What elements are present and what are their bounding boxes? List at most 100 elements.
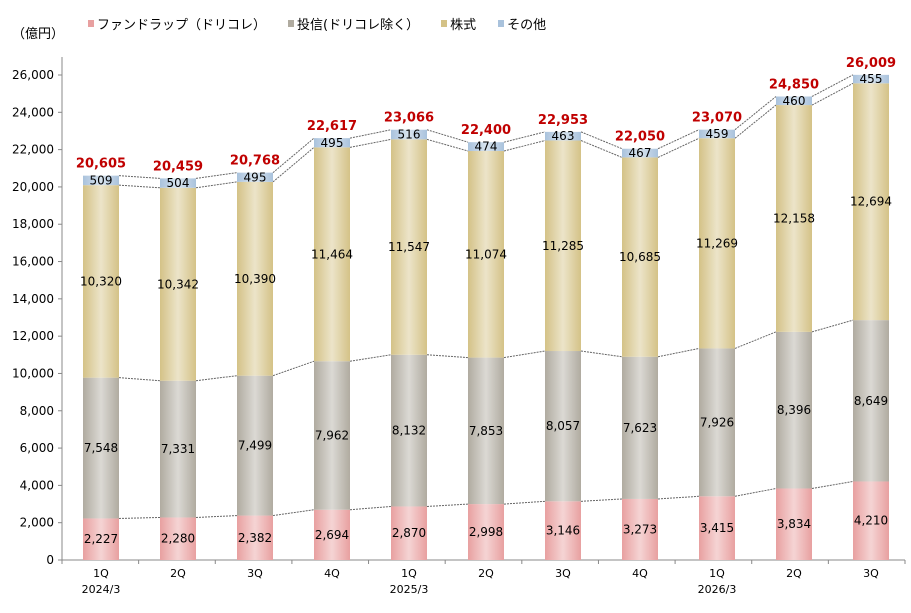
bar-segment xyxy=(545,351,581,502)
connector-line xyxy=(734,96,777,131)
connector-line xyxy=(118,184,161,189)
y-tick-label: 10,000 xyxy=(12,366,54,380)
y-tick-label: 6,000 xyxy=(20,441,54,455)
legend-label: ファンドラップ（ドリコレ） xyxy=(97,18,267,33)
legend: ファンドラップ（ドリコレ） 投信(ドリコレ除く） 株式 その他 xyxy=(88,14,546,33)
data-label: 2,382 xyxy=(238,531,272,545)
x-tick-label: 1Q xyxy=(401,567,417,580)
data-label: 7,331 xyxy=(161,442,195,456)
data-label: 4,210 xyxy=(854,514,888,528)
connector-line xyxy=(503,131,546,143)
bar-segment xyxy=(314,509,350,560)
connector-line xyxy=(426,138,469,152)
data-label: 8,649 xyxy=(854,394,888,408)
data-label: 7,926 xyxy=(700,415,734,429)
bar-segment xyxy=(160,178,196,188)
data-label: 2,694 xyxy=(315,528,349,542)
x-tick-label: 2Q xyxy=(170,567,186,580)
connector-line xyxy=(272,360,315,377)
x-tick-label: 3Q xyxy=(555,567,571,580)
connector-line xyxy=(580,140,623,158)
connector-line xyxy=(503,350,546,359)
connector-line xyxy=(811,74,854,97)
data-label: 7,548 xyxy=(84,441,118,455)
bar-segment xyxy=(314,138,350,148)
data-label: 10,685 xyxy=(619,250,661,264)
data-label: 7,853 xyxy=(469,424,503,438)
total-label: 23,070 xyxy=(692,111,742,126)
bar-segment xyxy=(853,83,889,321)
bar-segment xyxy=(545,501,581,560)
connector-line xyxy=(118,377,161,382)
bar-segment xyxy=(237,515,273,560)
data-label: 467 xyxy=(629,146,652,160)
data-label: 7,623 xyxy=(623,421,657,435)
legend-swatch xyxy=(288,20,295,27)
total-label: 24,850 xyxy=(769,77,819,92)
data-label: 495 xyxy=(321,136,344,150)
y-tick-label: 0 xyxy=(46,553,54,567)
data-label: 8,396 xyxy=(777,403,811,417)
bar-segment xyxy=(776,488,812,560)
connector-line xyxy=(503,140,546,152)
connector-line xyxy=(811,82,854,106)
data-label: 10,342 xyxy=(157,277,199,291)
total-label: 22,400 xyxy=(461,123,511,138)
data-label: 11,269 xyxy=(696,236,738,250)
data-label: 455 xyxy=(860,72,883,86)
connector-line xyxy=(272,509,315,517)
bar-segment xyxy=(391,506,427,560)
bar-segment xyxy=(83,518,119,560)
bar-segment xyxy=(622,148,658,158)
legend-label: その他 xyxy=(507,18,547,33)
total-label: 22,050 xyxy=(615,130,665,145)
bar-segment xyxy=(314,361,350,510)
bar-segment xyxy=(622,157,658,357)
y-tick-label: 22,000 xyxy=(12,143,54,157)
connector-line xyxy=(734,331,777,349)
connector-line xyxy=(426,129,469,143)
legend-item: その他 xyxy=(498,14,546,33)
bar-segment xyxy=(468,151,504,358)
connector-line xyxy=(426,503,469,507)
bar-segment xyxy=(699,138,735,349)
connector-line xyxy=(349,354,392,362)
data-label: 459 xyxy=(706,127,729,141)
bar-segment xyxy=(160,380,196,518)
total-label: 26,009 xyxy=(846,56,896,71)
bar-segment xyxy=(83,185,119,378)
connector-line xyxy=(503,500,546,505)
legend-label: 株式 xyxy=(450,18,477,33)
data-label: 7,499 xyxy=(238,439,272,453)
bar-segment xyxy=(391,129,427,140)
bar-segment xyxy=(237,375,273,516)
total-label: 22,617 xyxy=(307,119,357,134)
bar-segment xyxy=(545,140,581,352)
connector-line xyxy=(580,498,623,502)
bar-segment xyxy=(237,172,273,182)
bar-segment xyxy=(391,354,427,507)
data-label: 10,320 xyxy=(80,274,122,288)
connector-line xyxy=(580,131,623,150)
connector-line xyxy=(118,175,161,179)
data-label: 11,464 xyxy=(311,247,353,261)
bar-segment xyxy=(776,331,812,489)
data-label: 504 xyxy=(167,176,190,190)
bar-segment xyxy=(391,139,427,355)
x-year-label: 2024/3 xyxy=(82,583,121,596)
total-label: 20,768 xyxy=(230,154,280,169)
data-label: 3,273 xyxy=(623,522,657,536)
y-tick-label: 20,000 xyxy=(12,180,54,194)
x-tick-label: 1Q xyxy=(93,567,109,580)
data-label: 2,870 xyxy=(392,526,426,540)
connector-line xyxy=(580,350,623,358)
data-label: 509 xyxy=(90,173,113,187)
total-label: 20,459 xyxy=(153,159,203,174)
bar-segment xyxy=(622,498,658,560)
data-label: 495 xyxy=(244,170,267,184)
x-tick-label: 3Q xyxy=(863,567,879,580)
data-label: 2,998 xyxy=(469,525,503,539)
bar-segment xyxy=(468,142,504,152)
bar-segment xyxy=(160,517,196,560)
connector-line xyxy=(734,487,777,497)
